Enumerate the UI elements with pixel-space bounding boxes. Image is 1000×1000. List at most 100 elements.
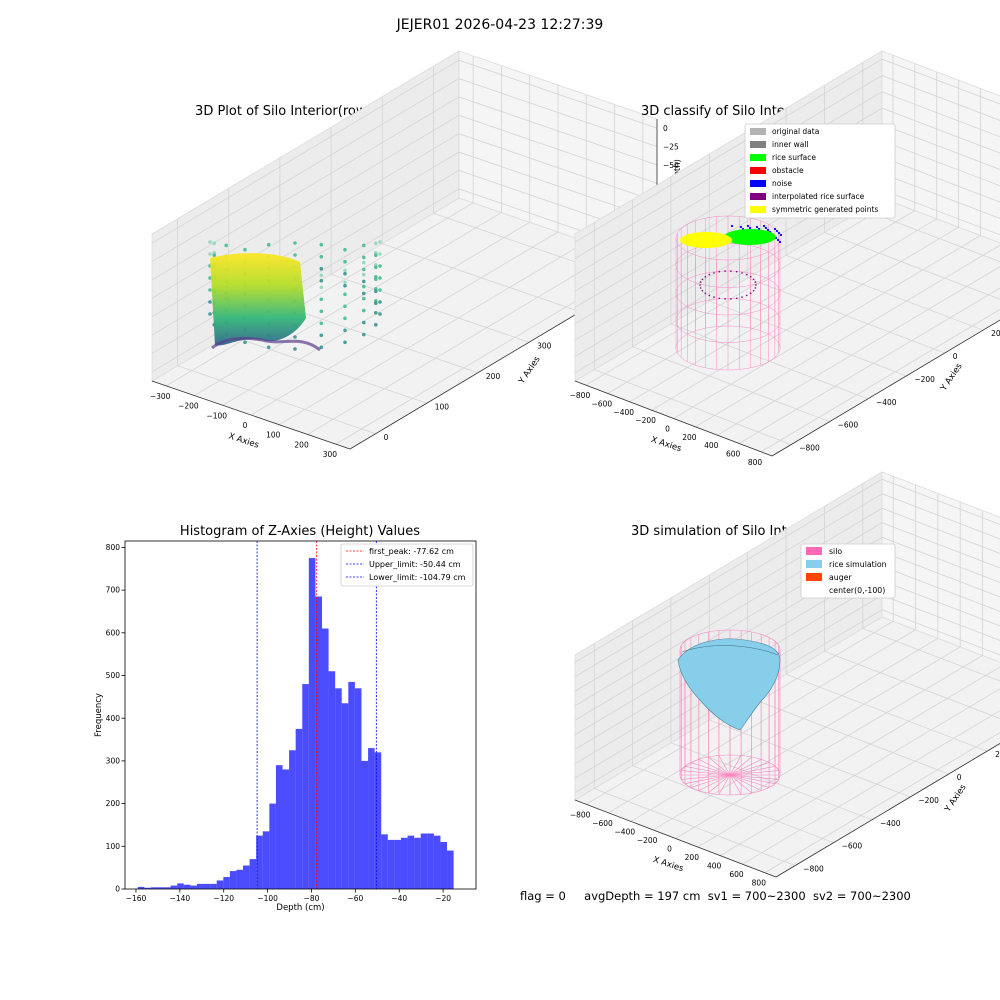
x-tick-label: −600 (592, 819, 613, 828)
wall-point (343, 247, 347, 252)
z-gridline (574, 107, 1000, 292)
wall-point (343, 304, 347, 309)
histogram-ticks: −160 −140 −120 −100 −80 −60 −40 −20 0 100 200 300 40… (106, 543, 452, 903)
y-gridline (177, 218, 376, 435)
cylinder-spoke (690, 774, 731, 788)
wall-point (374, 265, 378, 270)
legend-swatch (750, 154, 766, 161)
sim-ticklabels: −800−600−400−2000200400600800−800−600−40… (570, 750, 1000, 888)
x-tick-label: −60 (347, 894, 363, 903)
noise-point (764, 226, 768, 230)
interpolated-point (708, 294, 711, 297)
cylinder-spoke (718, 755, 731, 776)
wall-point (343, 268, 347, 273)
histogram-bar (223, 877, 230, 889)
wall-point (378, 276, 382, 280)
interpolated-point (699, 284, 701, 286)
y-tick-label: −200 (918, 796, 939, 805)
interpolated-point (730, 298, 732, 300)
wall-point (343, 259, 347, 264)
legend-swatch (750, 206, 766, 213)
wall-point (266, 345, 271, 350)
wall-point (362, 243, 366, 248)
rice-surface-mesh (677, 638, 781, 731)
classified-points (680, 224, 783, 300)
noise-point (755, 225, 759, 229)
wall-point (293, 347, 297, 351)
figure-suptitle: JEJER01 2026-04-23 12:27:39 (396, 17, 604, 33)
x-tick-label: −140 (170, 894, 191, 903)
wall-point (378, 264, 382, 268)
histogram-bar (341, 703, 349, 889)
x-tick-label: −300 (150, 392, 171, 401)
wall-point (208, 240, 212, 244)
histogram-bar (190, 885, 197, 889)
histogram-bar (275, 765, 283, 889)
x-gridline (719, 688, 1000, 856)
cylinder-spoke (729, 774, 742, 795)
interpolated-point (745, 294, 748, 297)
cylinder-ring (675, 325, 781, 371)
interpolated-point (735, 270, 738, 273)
x-tick-label: −200 (635, 416, 656, 425)
x-tick-label: 300 (323, 450, 338, 459)
x-gridline (764, 732, 1000, 874)
cylinder-spoke (681, 774, 731, 780)
x-tick-label: −800 (570, 391, 591, 400)
x-tick-label: −100 (206, 411, 227, 420)
cylinder-ring (675, 215, 781, 261)
x-tick-label: −600 (592, 400, 613, 409)
cylinder-spoke (708, 756, 731, 776)
cylinder-spoke (698, 759, 731, 776)
classify-legend: original data inner wall rice surface obsta… (744, 123, 896, 219)
x-tick-label: −100 (257, 894, 278, 903)
wall-point (319, 285, 324, 290)
legend-frame (744, 123, 896, 219)
x-tick-label: −400 (613, 408, 634, 417)
wall-point (378, 300, 382, 304)
x-gridline (742, 710, 1000, 865)
x-axis-line (574, 799, 777, 878)
x-gridline (630, 493, 939, 822)
noise-point (773, 227, 777, 231)
legend-label: symmetric generated points (772, 205, 878, 214)
legend-label: center(0,-100) (829, 586, 885, 595)
y-gridline (330, 127, 530, 343)
wall-point (362, 272, 366, 277)
interpolated-point (730, 270, 732, 272)
reference-lines (256, 541, 377, 889)
avg-depth-text: avgDepth = 197 cm (584, 889, 701, 903)
legend-label: Lower_limit: -104.79 cm (369, 573, 466, 582)
histogram-bar (164, 887, 171, 889)
legend-label: inner wall (772, 140, 809, 149)
cylinder-spoke (729, 774, 770, 788)
z-gridline (574, 507, 1000, 692)
wall-point (208, 312, 212, 316)
noise-point (730, 224, 734, 228)
histogram-legend: first_peak: -77.62 cm Upper_limit: -50.44… (340, 543, 474, 587)
wall-point (362, 296, 366, 301)
y-tick-label: 0 (953, 352, 958, 361)
histogram-bar (414, 837, 421, 889)
y-tick-label: −200 (914, 375, 935, 384)
wall-point (319, 273, 324, 278)
interpolated-point (749, 292, 752, 295)
histogram-bar (407, 835, 415, 889)
sv1-text: sv1 = 700~2300 (707, 889, 806, 903)
y-gridline (593, 643, 796, 866)
x-gridline (695, 244, 1000, 428)
x-tick-label: 600 (729, 870, 744, 879)
wall-point (208, 252, 212, 256)
x-tick-label: 200 (294, 440, 309, 449)
cls-ticklabels: −800−600−400−2000200400600800−800−600−40… (570, 329, 1000, 467)
cylinder-spoke (729, 756, 752, 776)
legend-label: Upper_limit: -50.44 cm (369, 560, 461, 569)
cylinder-ring (679, 754, 781, 796)
cylinder-spoke (684, 766, 731, 776)
wall-point (374, 301, 378, 306)
histogram-bar (394, 839, 401, 889)
histogram-bar (137, 886, 145, 889)
histogram-bar (177, 883, 184, 889)
z-tick-label: −50 (663, 161, 679, 170)
